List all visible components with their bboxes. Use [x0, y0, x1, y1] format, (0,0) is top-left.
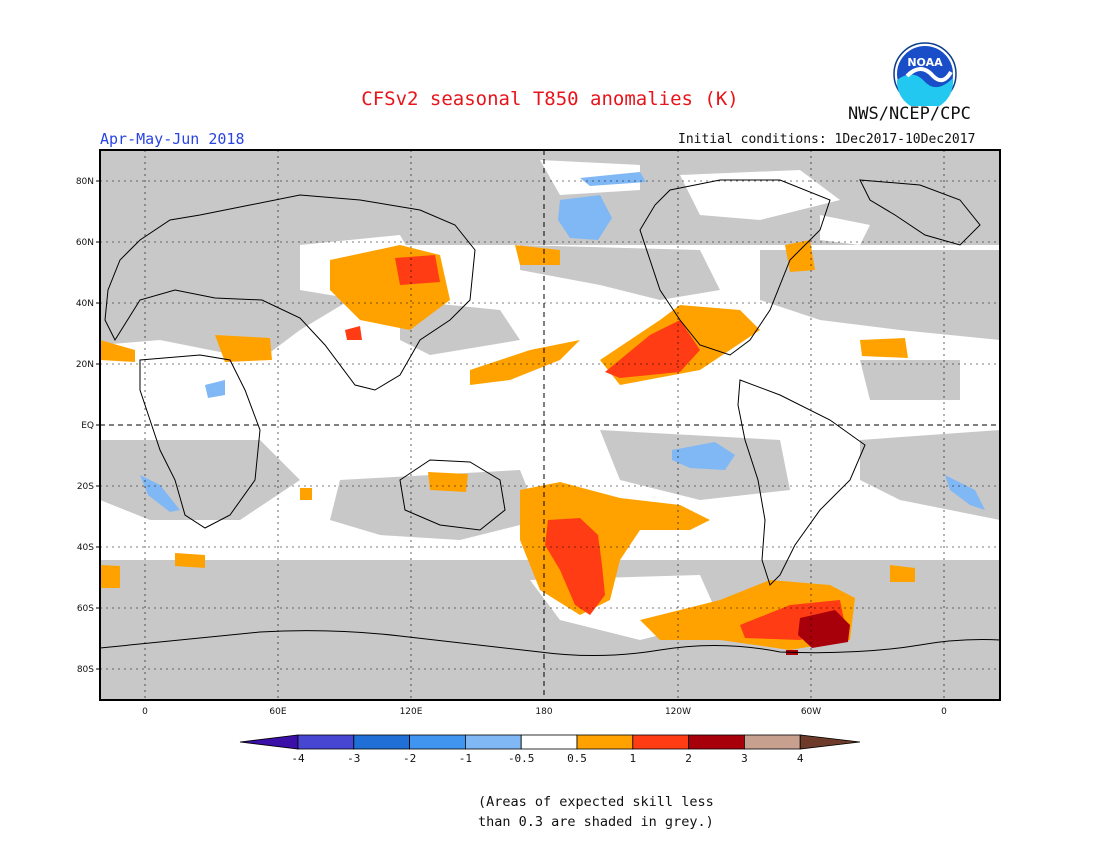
legend-swatch: [632, 734, 689, 750]
map-title: CFSv2 seasonal T850 anomalies (K): [361, 88, 739, 110]
legend-label: 1: [629, 752, 636, 765]
lat-label: 60N: [76, 238, 94, 248]
legend-swatch: [744, 734, 801, 750]
latitude-axis: 80N 60N 40N 20N EQ 20S 40S 60S 80S: [76, 177, 94, 675]
footnote-line-1: (Areas of expected skill less: [478, 794, 714, 810]
noaa-logo-text: NOAA: [907, 56, 943, 69]
color-legend: -4 -3 -2 -1 -0.5 0.5 1 2 3 4: [239, 734, 861, 765]
lat-label: 20N: [76, 360, 94, 370]
skill-footnote: (Areas of expected skill less than 0.3 a…: [478, 792, 714, 832]
map-gridlines: [100, 150, 1000, 700]
forecast-period: Apr-May-Jun 2018: [100, 130, 245, 148]
lat-label: 80N: [76, 177, 94, 187]
lon-label: 0: [142, 707, 148, 717]
legend-label: -3: [347, 752, 360, 765]
latitude-ticks: [96, 180, 100, 670]
lon-label: 60E: [269, 707, 286, 717]
legend-swatch: [297, 734, 355, 750]
lon-label: 120E: [400, 707, 423, 717]
lat-label: 20S: [77, 482, 94, 492]
legend-swatch: [576, 734, 634, 750]
lat-label: 40N: [76, 299, 94, 309]
map-area: [100, 150, 1000, 700]
legend-label: 4: [797, 752, 804, 765]
lon-label: 60W: [801, 707, 821, 717]
anomaly-blue: [140, 172, 985, 512]
lat-label: 80S: [77, 665, 94, 675]
legend-label: -4: [291, 752, 305, 765]
lon-label: 180: [535, 707, 552, 717]
legend-swatch: [520, 734, 578, 750]
legend-swatch: [464, 734, 522, 750]
anomaly-red: [345, 255, 845, 640]
legend-label: -0.5: [508, 752, 535, 765]
legend-label: 0.5: [567, 752, 587, 765]
lon-label: 0: [941, 707, 947, 717]
lat-label: 60S: [77, 604, 94, 614]
footnote-line-2: than 0.3 are shaded in grey.): [478, 814, 714, 830]
low-skill-shading: [100, 150, 1000, 700]
initial-conditions: Initial conditions: 1Dec2017-10Dec2017: [678, 132, 976, 147]
legend-arrow-low: [239, 734, 299, 750]
lat-label: EQ: [81, 421, 94, 431]
legend-label: -2: [403, 752, 416, 765]
organization-label: NWS/NCEP/CPC: [848, 104, 971, 124]
legend-label: -1: [459, 752, 472, 765]
noaa-logo: NOAA: [893, 42, 957, 106]
legend-label: 2: [685, 752, 692, 765]
legend-swatch: [409, 734, 466, 750]
legend-swatch: [353, 734, 410, 750]
legend-label: 3: [741, 752, 748, 765]
coastlines: [100, 179, 1000, 657]
legend-arrow-high: [799, 734, 861, 750]
longitude-axis: 0 60E 120E 180 120W 60W 0: [142, 707, 947, 717]
lon-label: 120W: [665, 707, 691, 717]
legend-swatch: [688, 734, 745, 750]
lat-label: 40S: [77, 543, 94, 553]
